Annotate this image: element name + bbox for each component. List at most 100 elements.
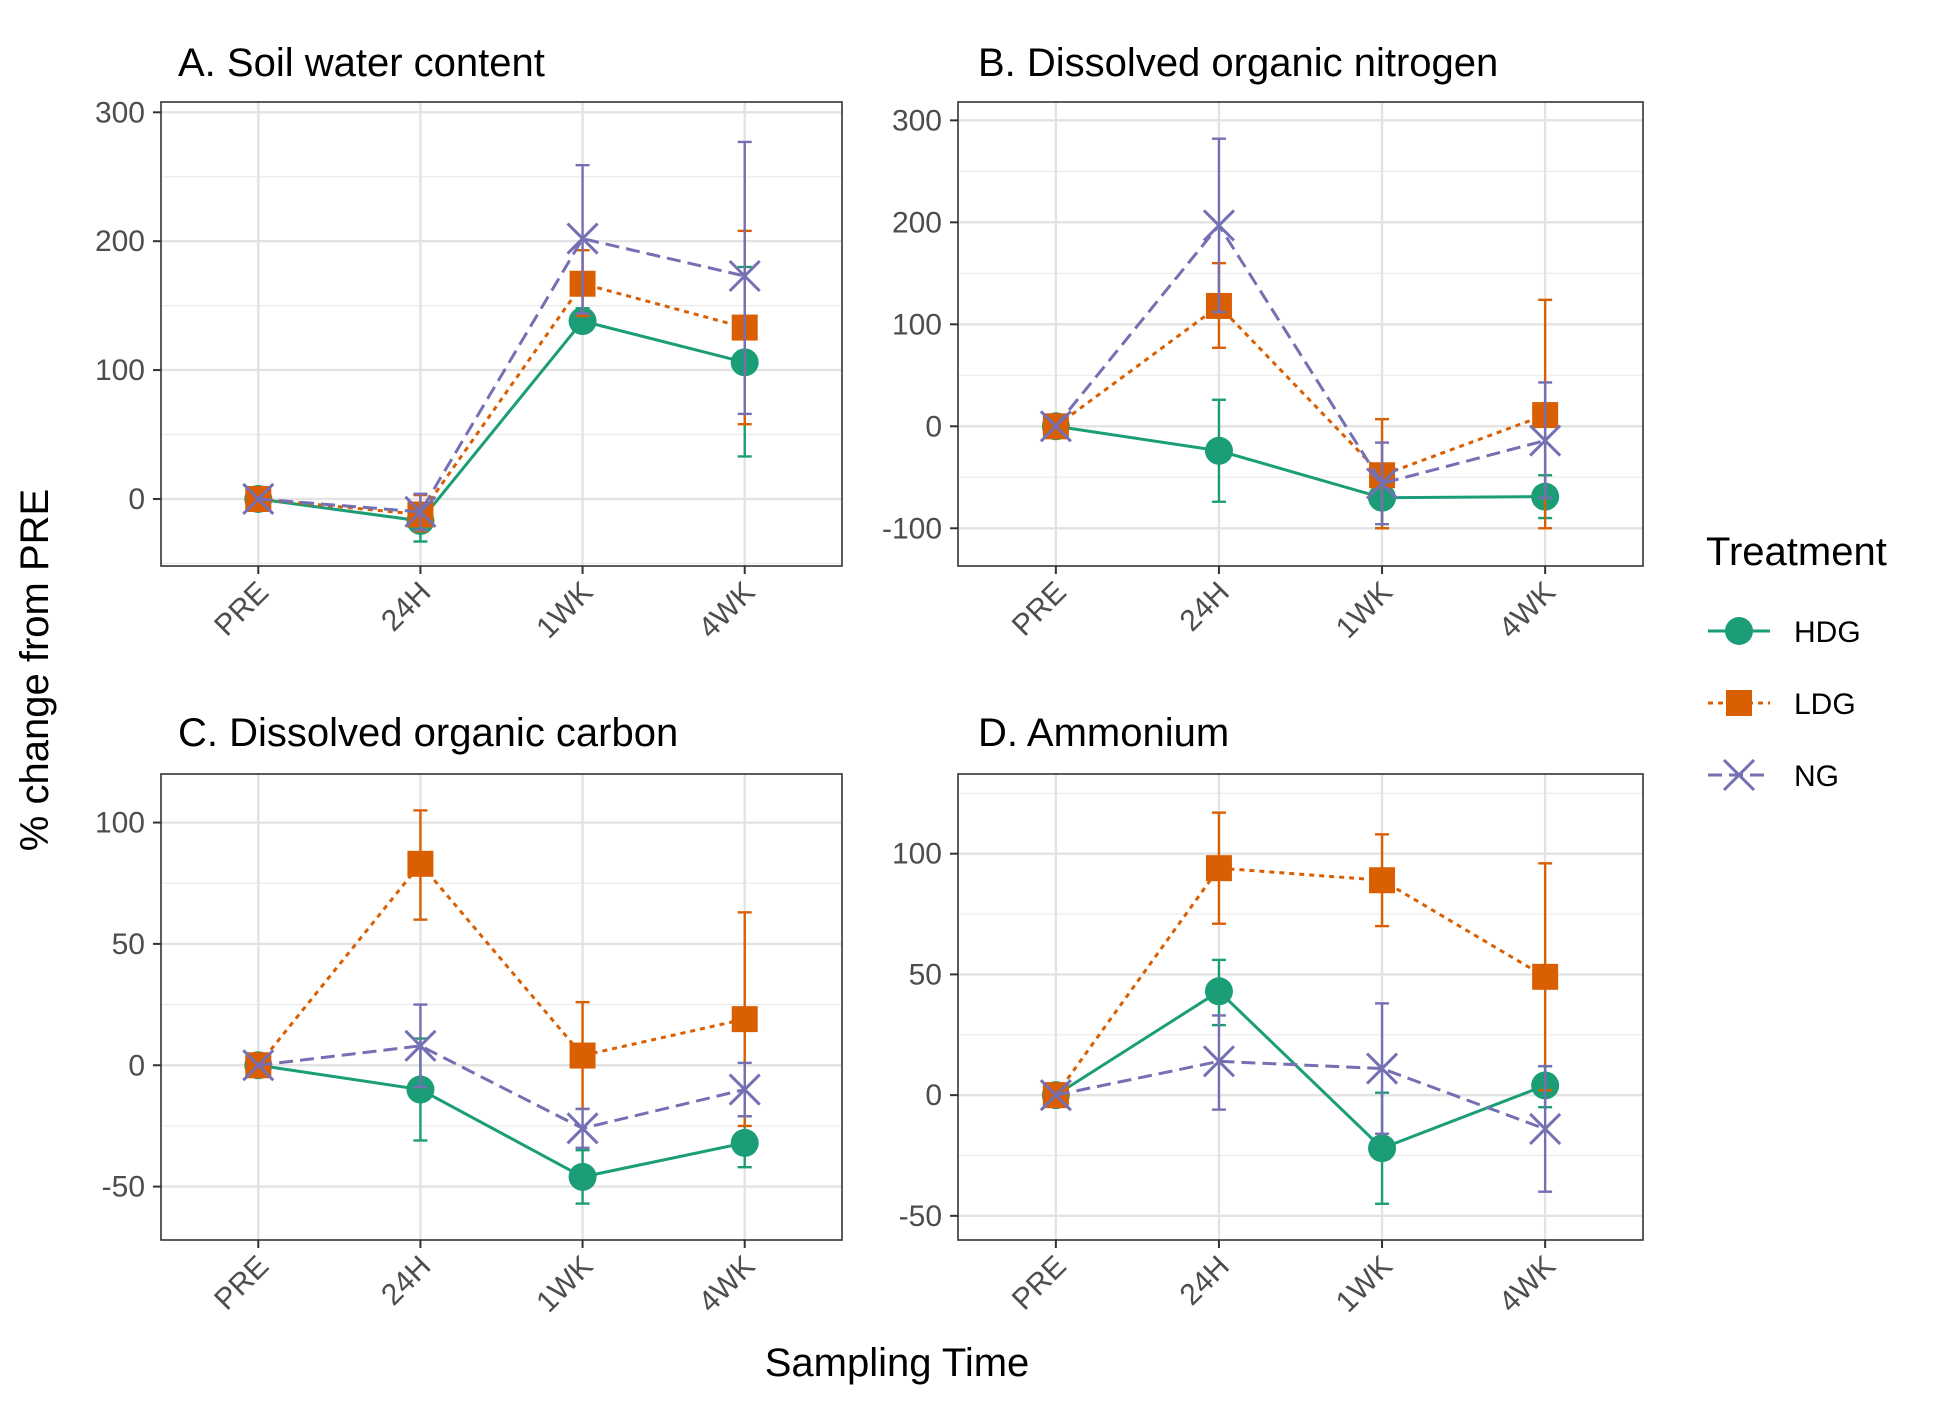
data-point — [1202, 1045, 1236, 1078]
series-line — [258, 1063, 746, 1179]
y-tick-label: 50 — [112, 928, 145, 961]
x-tick-label: 24H — [1174, 1250, 1236, 1312]
x-tick-label: PRE — [1006, 576, 1073, 643]
legend-entry-ldg: LDG — [1708, 688, 1856, 721]
y-tick-label: 100 — [95, 354, 145, 387]
panels: 0 100 200 300 PRE 24H 1WK 4WK A. Soil water cont… — [95, 41, 1644, 1319]
x-axis-title: Sampling Time — [765, 1341, 1030, 1385]
data-point — [242, 482, 275, 516]
data-point — [566, 222, 599, 255]
series-line — [258, 319, 746, 523]
data-point — [1365, 467, 1399, 500]
data-point — [242, 1049, 275, 1082]
y-axis-title: % change from PRE — [13, 489, 57, 851]
series-line — [258, 1044, 746, 1130]
data-point — [404, 1029, 437, 1062]
legend-marker — [1722, 758, 1756, 792]
data-point — [407, 850, 434, 877]
data-point — [1202, 209, 1236, 242]
y-tick-label: 200 — [892, 206, 942, 239]
legend-label: NG — [1794, 760, 1839, 793]
series-line — [1054, 866, 1546, 1097]
plot-background — [958, 774, 1643, 1240]
x-tick-label: PRE — [208, 576, 275, 643]
data-point — [1529, 424, 1562, 457]
data-point — [1529, 1112, 1562, 1145]
y-tick-label: 0 — [128, 483, 145, 516]
legend-label: LDG — [1794, 688, 1856, 721]
panel-b: -100 0 100 200 300 PRE 24H 1WK 4WK B. Dissolved o… — [882, 41, 1644, 645]
panel-c: -50 0 50 100 PRE 24H 1WK 4WK C. Dissolved organi… — [95, 711, 843, 1319]
panel-title: C. Dissolved organic carbon — [178, 711, 678, 755]
series-line — [258, 236, 746, 514]
data-point — [1204, 977, 1233, 1006]
panel-d: -50 0 50 100 PRE 24H 1WK 4WK D. Ammonium — [892, 711, 1644, 1319]
data-point — [404, 495, 437, 528]
x-tick-label: PRE — [1006, 1250, 1073, 1317]
legend-title: Treatment — [1706, 530, 1887, 574]
series-line — [1054, 303, 1546, 477]
series-ng — [1039, 1002, 1562, 1193]
x-tick-label: 1WK — [1330, 1250, 1399, 1319]
series-line — [1054, 222, 1546, 486]
legend-entry-ng: NG — [1708, 758, 1839, 793]
series-line — [258, 282, 746, 517]
series-ng — [1039, 137, 1562, 526]
data-point — [728, 259, 761, 293]
y-tick-label: 200 — [95, 225, 145, 258]
y-tick-label: 0 — [128, 1049, 145, 1082]
x-tick-label: 24H — [375, 1250, 437, 1312]
y-tick-label: 100 — [95, 807, 145, 840]
panel-border — [160, 773, 843, 1241]
panel-title: B. Dissolved organic nitrogen — [978, 41, 1498, 85]
data-point — [1039, 1079, 1072, 1112]
series-ng — [242, 140, 761, 532]
y-tick-label: 300 — [892, 104, 942, 137]
x-tick-label: 1WK — [530, 1250, 599, 1319]
x-tick-label: 1WK — [530, 576, 599, 645]
plot-background — [958, 102, 1643, 566]
data-point — [728, 1073, 761, 1106]
x-tick-label: 24H — [375, 576, 437, 638]
y-tick-label: 100 — [892, 838, 942, 871]
data-point — [1365, 1052, 1399, 1085]
data-point — [406, 1075, 435, 1104]
panel-title: D. Ammonium — [978, 711, 1229, 755]
y-tick-label: -100 — [882, 512, 942, 545]
legend: Treatment HDG LDG NG — [1706, 530, 1887, 793]
plot-background — [161, 774, 842, 1240]
legend-entries: HDG LDG NG — [1708, 616, 1861, 793]
x-tick-label: 1WK — [1330, 576, 1399, 645]
y-tick-label: 0 — [925, 410, 942, 443]
data-point — [1532, 963, 1559, 990]
series-ng — [242, 1003, 761, 1149]
data-point — [1205, 855, 1232, 882]
legend-marker — [1726, 690, 1752, 716]
panel-border — [160, 101, 843, 567]
panel-title: A. Soil water content — [178, 41, 545, 85]
data-point — [1369, 867, 1396, 894]
panel-a: 0 100 200 300 PRE 24H 1WK 4WK A. Soil water cont… — [95, 41, 843, 645]
data-point — [568, 1162, 597, 1191]
data-point — [730, 1128, 759, 1157]
x-tick-label: 24H — [1174, 576, 1236, 638]
legend-marker — [1725, 617, 1753, 645]
data-point — [1368, 1134, 1397, 1163]
panel-border — [957, 101, 1644, 567]
x-tick-label: 4WK — [1493, 1250, 1562, 1319]
data-point — [1039, 410, 1072, 443]
legend-entry-hdg: HDG — [1708, 616, 1861, 649]
x-tick-label: PRE — [208, 1250, 275, 1317]
legend-label: HDG — [1794, 616, 1861, 649]
x-tick-label: 4WK — [692, 1250, 761, 1319]
data-point — [569, 1042, 596, 1069]
series-line — [257, 861, 746, 1067]
x-tick-label: 4WK — [1493, 576, 1562, 645]
panel-border — [957, 773, 1644, 1241]
data-point — [566, 1112, 599, 1145]
y-tick-label: 100 — [892, 308, 942, 341]
data-point — [1204, 436, 1233, 465]
y-tick-label: -50 — [899, 1200, 942, 1233]
x-tick-label: 4WK — [692, 576, 761, 645]
